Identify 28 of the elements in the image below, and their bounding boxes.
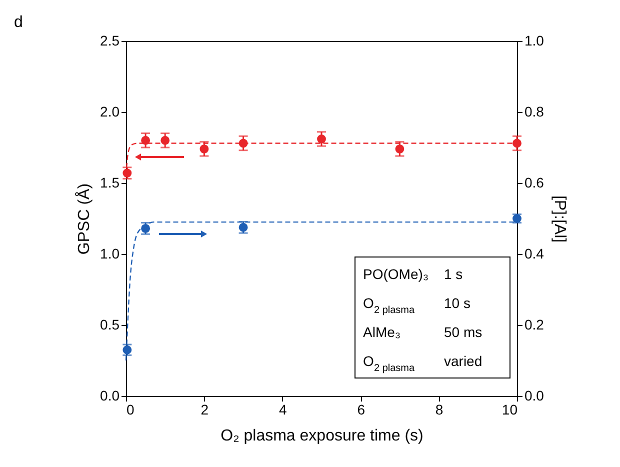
y2-tick-label: 0.4: [524, 246, 544, 262]
x-axis-title: O₂ plasma exposure time (s): [220, 428, 424, 444]
y2-axis-title: [P]:[Al]: [550, 195, 568, 243]
x-tick-label: 10: [502, 402, 518, 418]
y-tick-label: 2.0: [100, 104, 120, 120]
y-axis-title: GPSC (Å): [75, 183, 94, 255]
y2-tick-label: 0.2: [524, 316, 544, 332]
annotation: PO(OMe)₃: [363, 266, 429, 282]
y2-tick-label: 0.0: [524, 388, 544, 404]
y2-tick-label: 0.6: [524, 174, 544, 190]
annotation: 10 s: [444, 295, 470, 311]
annotation: 1 s: [444, 266, 463, 282]
annotation: varied: [444, 353, 482, 369]
text: d: [14, 14, 23, 31]
y-tick-label: 1.0: [100, 246, 120, 262]
y-tick-label: 2.5: [100, 32, 120, 48]
x-tick-label: 2: [200, 402, 209, 418]
y-tick-label: 1.5: [100, 174, 120, 190]
y2-tick-label: 1.0: [524, 32, 544, 48]
annotation: AlMe₃: [363, 324, 401, 340]
y2-tick-label: 0.8: [524, 104, 544, 120]
annotation: 50 ms: [444, 324, 482, 340]
x-tick-label: 6: [357, 402, 366, 418]
y-tick-label: 0.0: [100, 388, 120, 404]
x-tick-label: 4: [279, 402, 287, 418]
x-tick-label: 0: [126, 402, 134, 418]
y-tick-label: 0.5: [100, 316, 120, 332]
x-tick-label: 8: [435, 402, 444, 418]
